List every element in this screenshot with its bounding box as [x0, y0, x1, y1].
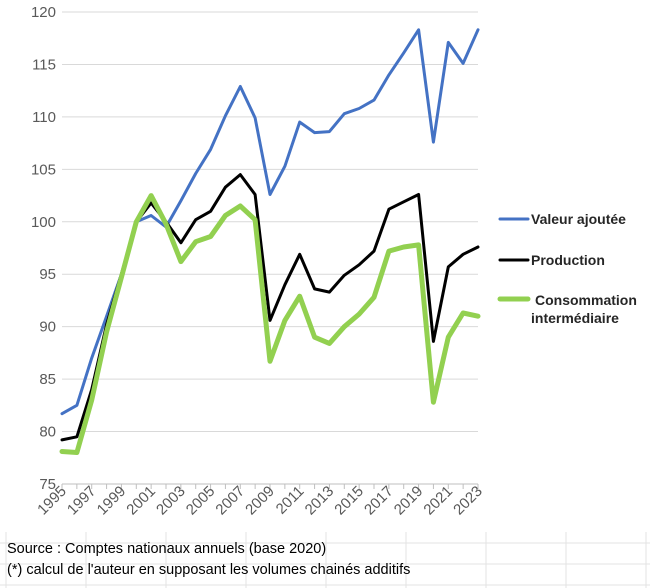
series-line-consommation[interactable]: [59, 193, 481, 455]
legend-item-valeur_ajoutee[interactable]: Valeur ajoutée: [498, 211, 626, 227]
axes: [61, 483, 479, 489]
legend-item-production[interactable]: Production: [498, 252, 605, 268]
y-tick-label: 85: [39, 371, 56, 388]
y-tick-label: 110: [32, 109, 56, 126]
y-tick-label: 75: [39, 476, 56, 493]
legend-label: Production: [531, 252, 605, 268]
y-tick-label: 115: [32, 56, 56, 73]
legend-label: Consommation: [535, 292, 637, 308]
chart-area: [0, 0, 650, 532]
legend-label: Valeur ajoutée: [531, 211, 626, 227]
legend[interactable]: Valeur ajoutée Production Consommation inte…: [497, 211, 637, 326]
source-note: Source : Comptes nationaux annuels (base…: [7, 541, 327, 557]
series-lines: [59, 28, 481, 455]
y-tick-label: 80: [39, 424, 56, 441]
legend-label: intermédiaire: [531, 310, 619, 326]
legend-item-consommation[interactable]: Consommation intermédiaire: [497, 292, 637, 326]
y-tick-label: 90: [39, 319, 56, 336]
y-tick-label: 105: [31, 161, 56, 178]
y-tick-label: 100: [31, 214, 56, 231]
y-tick-label: 120: [31, 4, 56, 21]
footnote: (*) calcul de l'auteur en supposant les …: [7, 562, 411, 578]
y-axis-tick-labels: 75 80 85 90 95 100 105 110 115 120: [31, 4, 56, 493]
y-tick-label: 95: [39, 266, 56, 283]
